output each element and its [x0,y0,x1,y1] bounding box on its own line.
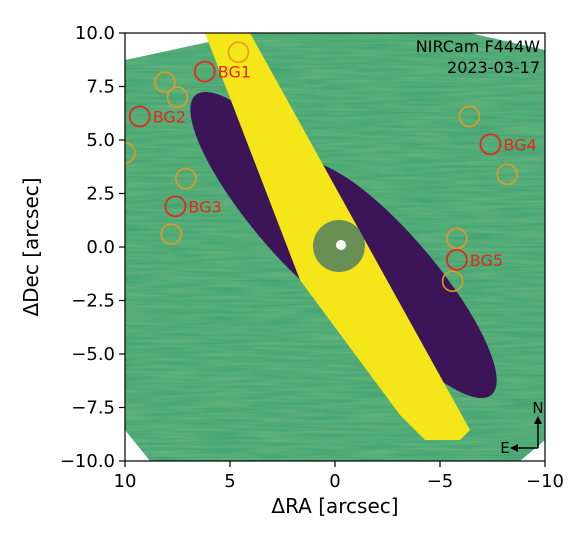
x-tick-label: −10 [526,471,564,492]
unlabeled-source-circle [166,86,189,108]
x-tick-label: −5 [427,471,454,492]
labeled-source-circle [445,248,468,271]
y-tick-label: 7.5 [86,77,115,98]
unlabeled-source-circle [175,167,197,190]
y-tick-label: 5.0 [86,130,115,151]
x-axis-ticks: 10 5 0 −5 −10 [114,461,564,492]
source-label: BG3 [188,197,221,216]
mosaic-edge-topright [470,33,545,50]
mosaic-edge-bottomleft [125,430,150,461]
source-label: BG1 [218,63,251,82]
x-tick-label: 0 [329,471,340,492]
y-tick-label: 0.0 [86,237,115,258]
labeled-sources: BG1 BG2 BG3 BG4 BG5 [128,60,537,271]
compass-north-head [534,416,542,424]
unlabeled-sources [125,41,519,293]
y-tick-label: −10.0 [60,451,115,472]
unlabeled-source-circle [441,270,464,293]
labeled-source-circle [128,105,151,128]
y-axis-label: ΔDec [arcsec] [19,177,43,316]
compass-north-label: N [532,399,543,417]
x-axis-label: ΔRA [arcsec] [271,494,398,518]
labeled-source-circle [479,133,502,156]
unlabeled-source-circle [227,41,250,64]
unlabeled-source-circle [125,142,136,164]
unlabeled-source-circle [154,71,176,94]
unlabeled-source-circle [458,105,481,128]
compass-east-head [510,444,518,452]
y-tick-label: −7.5 [71,398,115,419]
date-label: 2023-03-17 [447,58,540,77]
labeled-source-circle [164,195,187,218]
source-label: BG2 [153,107,186,126]
y-tick-label: −2.5 [71,291,115,312]
y-tick-label: −5.0 [71,344,115,365]
coronagraph-center [313,220,365,272]
source-label: BG5 [470,251,503,270]
disk-image: BG1 BG2 BG3 BG4 BG5 [125,33,545,461]
y-axis-ticks: 10.0 7.5 5.0 2.5 0.0 −2.5 −5.0 −7.5 −10.0 [60,23,125,472]
source-label: BG4 [503,135,536,154]
center-spot [336,240,346,250]
compass: N E [500,399,543,457]
unlabeled-source-circle [445,227,468,250]
labeled-source-circle [193,60,216,83]
unlabeled-source-circle [496,163,519,186]
instrument-label: NIRCam F444W [416,37,540,56]
unlabeled-source-circle [160,223,182,245]
compass-east-label: E [500,439,509,457]
x-tick-label: 10 [114,471,137,492]
y-tick-label: 2.5 [86,184,115,205]
y-tick-label: 10.0 [75,23,115,44]
x-tick-label: 5 [224,471,235,492]
